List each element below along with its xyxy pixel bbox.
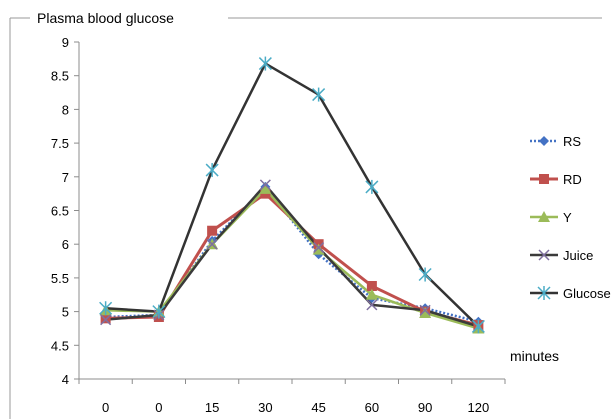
y-tick-label: 4.5 xyxy=(51,338,69,353)
data-point-glucose xyxy=(471,319,485,334)
x-tick-label: 15 xyxy=(205,400,219,415)
data-point-juice xyxy=(366,299,378,311)
y-tick-label: 8 xyxy=(62,102,69,117)
data-point-y xyxy=(419,306,432,318)
legend: RS RD Y Juice Glucose xyxy=(530,134,611,301)
x-tick-label: 0 xyxy=(102,400,109,415)
x-tick-label: 120 xyxy=(468,400,490,415)
data-point-y xyxy=(312,243,325,255)
legend-label-rd: RD xyxy=(563,172,582,187)
data-point-juice xyxy=(206,238,218,250)
series-markers xyxy=(99,56,485,334)
legend-marker-rs xyxy=(539,136,549,146)
data-point-juice xyxy=(419,304,431,316)
y-tick-label: 5 xyxy=(62,305,69,320)
y-tick-label: 6.5 xyxy=(51,204,69,219)
series-line-glucose xyxy=(105,62,480,328)
legend-marker-y xyxy=(538,211,550,222)
data-point-glucose xyxy=(418,267,432,282)
data-point-glucose xyxy=(365,179,379,194)
data-point-glucose xyxy=(312,87,326,102)
legend-label-rs: RS xyxy=(563,134,581,149)
x-tick-label: 45 xyxy=(311,400,325,415)
data-point-rd xyxy=(100,313,111,324)
y-tick-label: 7.5 xyxy=(51,136,69,151)
y-tick-label: 9 xyxy=(62,35,69,50)
legend-label-juice: Juice xyxy=(563,248,593,263)
legend-label-y: Y xyxy=(563,210,572,225)
data-point-glucose xyxy=(258,56,272,71)
data-point-rd xyxy=(366,280,377,291)
data-point-glucose xyxy=(99,301,113,316)
chart-title: Plasma blood glucose xyxy=(37,10,174,26)
data-point-glucose xyxy=(152,304,166,319)
data-point-glucose xyxy=(205,163,219,178)
y-ticks: 4 4.5 5 5.5 6 6.5 7 7.5 8 8.5 9 xyxy=(51,35,79,387)
y-tick-label: 8.5 xyxy=(51,69,69,84)
data-point-y xyxy=(259,182,272,194)
x-tick-label: 60 xyxy=(365,400,379,415)
legend-marker-glucose xyxy=(537,286,551,300)
x-tick-label: 0 xyxy=(155,400,162,415)
legend-marker-juice xyxy=(538,249,550,261)
y-tick-label: 7 xyxy=(62,170,69,185)
data-point-juice xyxy=(313,242,325,254)
data-point-y xyxy=(365,288,378,300)
legend-marker-rd xyxy=(539,174,549,184)
y-tick-label: 5.5 xyxy=(51,271,69,286)
series-lines xyxy=(105,62,480,330)
x-tick-label: 30 xyxy=(258,400,272,415)
series-line-juice xyxy=(105,183,479,328)
data-point-juice xyxy=(100,314,112,326)
data-point-rd xyxy=(207,225,218,236)
data-point-juice xyxy=(259,179,271,191)
legend-label-glucose: Glucose xyxy=(563,286,611,301)
y-tick-label: 4 xyxy=(62,372,69,387)
y-tick-label: 6 xyxy=(62,237,69,252)
x-ticks: 0 0 15 30 45 60 90 120 xyxy=(78,379,506,415)
x-tick-label: 90 xyxy=(418,400,432,415)
x-axis-label: minutes xyxy=(510,348,559,364)
